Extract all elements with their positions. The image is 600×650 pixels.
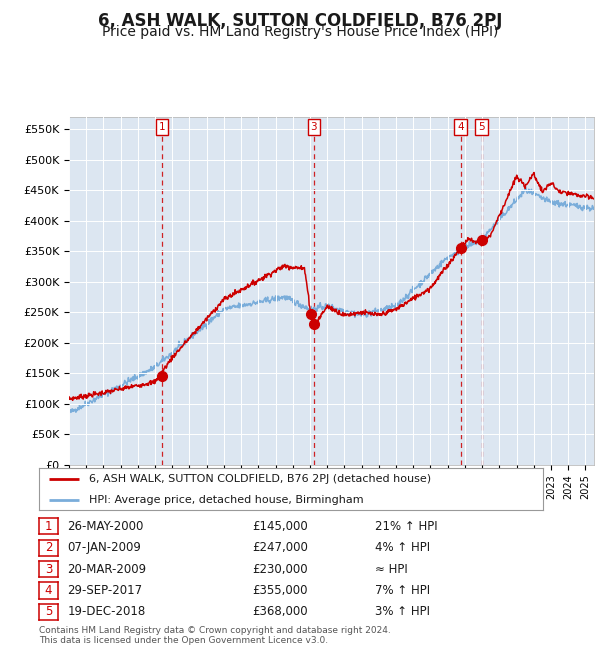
Text: Price paid vs. HM Land Registry's House Price Index (HPI): Price paid vs. HM Land Registry's House … xyxy=(102,25,498,39)
Text: 07-JAN-2009: 07-JAN-2009 xyxy=(67,541,141,554)
Text: 3: 3 xyxy=(310,122,317,132)
Text: £230,000: £230,000 xyxy=(252,562,308,576)
Text: 20-MAR-2009: 20-MAR-2009 xyxy=(67,562,146,576)
Text: 6, ASH WALK, SUTTON COLDFIELD, B76 2PJ (detached house): 6, ASH WALK, SUTTON COLDFIELD, B76 2PJ (… xyxy=(89,474,431,484)
Text: 5: 5 xyxy=(478,122,485,132)
Text: £247,000: £247,000 xyxy=(252,541,308,554)
Text: 19-DEC-2018: 19-DEC-2018 xyxy=(67,606,145,619)
Text: Contains HM Land Registry data © Crown copyright and database right 2024.
This d: Contains HM Land Registry data © Crown c… xyxy=(39,626,391,645)
Text: 1: 1 xyxy=(45,520,52,533)
Text: 4: 4 xyxy=(45,584,52,597)
Text: 3% ↑ HPI: 3% ↑ HPI xyxy=(375,606,430,619)
Text: HPI: Average price, detached house, Birmingham: HPI: Average price, detached house, Birm… xyxy=(89,495,364,505)
Text: 2: 2 xyxy=(45,541,52,554)
Text: 7% ↑ HPI: 7% ↑ HPI xyxy=(375,584,430,597)
Text: 26-MAY-2000: 26-MAY-2000 xyxy=(67,520,143,533)
Text: £355,000: £355,000 xyxy=(252,584,308,597)
Text: 6, ASH WALK, SUTTON COLDFIELD, B76 2PJ: 6, ASH WALK, SUTTON COLDFIELD, B76 2PJ xyxy=(98,12,502,30)
Text: 1: 1 xyxy=(158,122,165,132)
Text: ≈ HPI: ≈ HPI xyxy=(375,562,408,576)
Text: 4% ↑ HPI: 4% ↑ HPI xyxy=(375,541,430,554)
Text: 3: 3 xyxy=(45,562,52,576)
Text: £145,000: £145,000 xyxy=(252,520,308,533)
Text: 29-SEP-2017: 29-SEP-2017 xyxy=(67,584,142,597)
Text: 21% ↑ HPI: 21% ↑ HPI xyxy=(375,520,437,533)
Text: £368,000: £368,000 xyxy=(252,606,308,619)
Text: 4: 4 xyxy=(457,122,464,132)
Text: 5: 5 xyxy=(45,606,52,619)
